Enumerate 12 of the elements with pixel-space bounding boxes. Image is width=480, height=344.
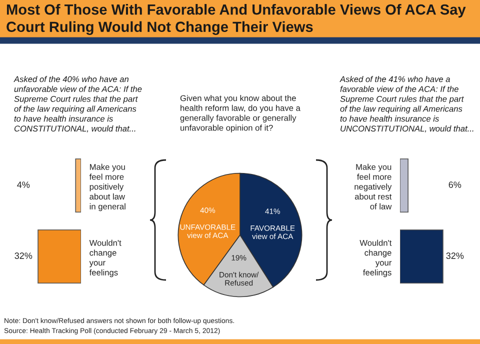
data-label: 32% <box>14 252 32 259</box>
data-label: 32% <box>446 252 464 259</box>
data-label: 4% <box>17 182 30 188</box>
y-tick-label: Make you feel more positively about law in general <box>89 164 126 212</box>
chart-subtitle: Given what you know about the health reform law, do you have a generally favorable or generally unfavorable opinion of it? <box>180 95 300 132</box>
chart-title: Asked of the 41% who have a favorable view of the ACA: If the Supreme Court rules that the part of the law requiring all Americans to have health insurance is UNCONSTITUTIONAL, would that... <box>340 76 474 133</box>
chart-title: Most Of Those With Favorable And Unfavorable Views Of ACA Say Court Ruling Would Not Change Their Views <box>6 4 466 35</box>
data-label: 6% <box>448 182 462 188</box>
y-tick-label: Make you feel more negatively about rest of law <box>354 164 392 210</box>
y-tick-label: Wouldn't change your feelings <box>360 240 392 278</box>
chart-title: Asked of the 40% who have an unfavorable view of the ACA: If the Supreme Court rules that the part of the law requiring all Americans to have health insurance is CONSTITUTIONAL, would that... <box>14 76 142 133</box>
y-tick-label: Wouldn't change your feelings <box>89 240 122 278</box>
